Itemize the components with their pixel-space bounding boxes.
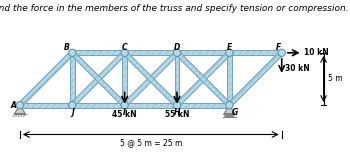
Text: Find the force in the members of the truss and specify tension or compression.: Find the force in the members of the tru…: [0, 4, 348, 13]
Text: J: J: [71, 108, 74, 117]
Polygon shape: [177, 103, 229, 108]
Circle shape: [121, 102, 128, 109]
Circle shape: [226, 102, 233, 109]
Polygon shape: [72, 103, 125, 108]
Circle shape: [278, 49, 285, 56]
Polygon shape: [228, 51, 284, 107]
Circle shape: [69, 49, 76, 56]
Text: 30 kN: 30 kN: [285, 64, 310, 73]
Polygon shape: [122, 53, 127, 105]
Text: B: B: [64, 43, 70, 52]
Polygon shape: [175, 51, 231, 107]
Text: 55 kN: 55 kN: [165, 110, 189, 119]
Circle shape: [228, 114, 231, 117]
Polygon shape: [20, 103, 72, 108]
Text: A: A: [10, 101, 16, 110]
Polygon shape: [175, 53, 179, 105]
Text: I: I: [123, 108, 126, 117]
Polygon shape: [123, 51, 178, 107]
Polygon shape: [125, 50, 177, 55]
Text: F: F: [276, 43, 281, 52]
Polygon shape: [177, 50, 229, 55]
Polygon shape: [18, 51, 74, 107]
Polygon shape: [175, 51, 231, 107]
Polygon shape: [125, 103, 177, 108]
Polygon shape: [224, 105, 234, 114]
Text: C: C: [122, 43, 127, 52]
Circle shape: [226, 49, 233, 56]
Polygon shape: [70, 53, 75, 105]
Polygon shape: [72, 50, 125, 55]
Circle shape: [173, 49, 181, 56]
Text: 5 @ 5 m = 25 m: 5 @ 5 m = 25 m: [120, 138, 182, 147]
Polygon shape: [15, 105, 25, 114]
Polygon shape: [229, 50, 282, 55]
Circle shape: [225, 114, 228, 117]
Polygon shape: [227, 53, 232, 105]
Polygon shape: [123, 51, 178, 107]
Circle shape: [173, 102, 181, 109]
Circle shape: [16, 102, 23, 109]
Circle shape: [121, 49, 128, 56]
Text: D: D: [174, 43, 180, 52]
Text: G: G: [231, 108, 238, 117]
Circle shape: [69, 102, 76, 109]
Polygon shape: [71, 51, 126, 107]
Text: 45 kN: 45 kN: [112, 110, 137, 119]
Text: H: H: [174, 108, 180, 117]
Circle shape: [231, 114, 234, 117]
Text: E: E: [227, 43, 232, 52]
Polygon shape: [71, 51, 126, 107]
Text: 5 m: 5 m: [328, 75, 342, 84]
Text: 10 kN: 10 kN: [304, 48, 328, 57]
